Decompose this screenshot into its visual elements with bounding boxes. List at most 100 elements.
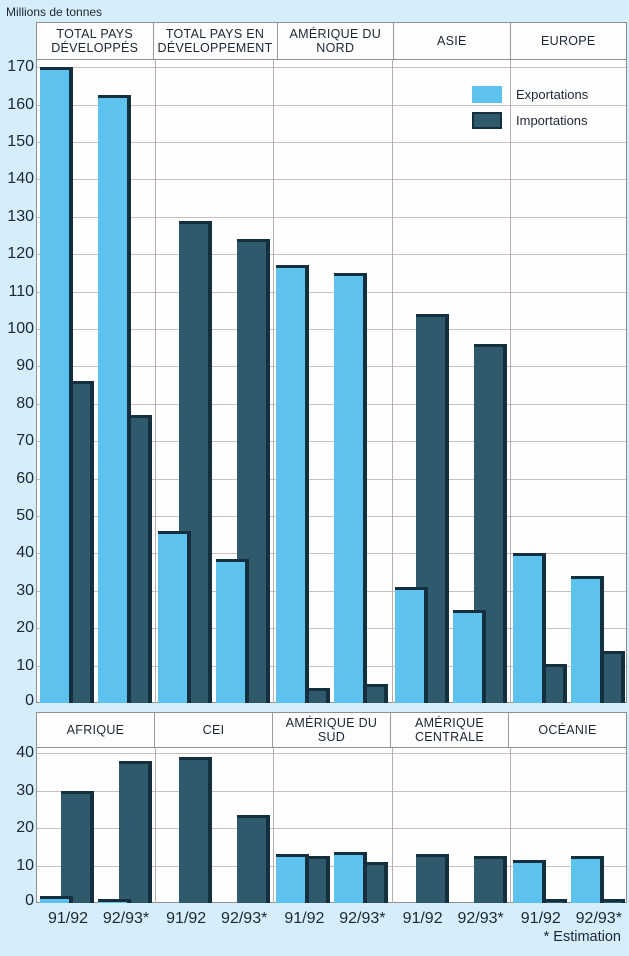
export-bar xyxy=(570,575,604,703)
x-axis-year-label: 92/93* xyxy=(102,910,150,927)
chart-title: Millions de tonnes xyxy=(6,5,103,19)
gridline xyxy=(37,865,626,867)
x-axis-year-label: 92/93* xyxy=(221,910,268,927)
gridline xyxy=(37,753,626,754)
legend: Exportations Importations xyxy=(472,86,588,138)
export-bar xyxy=(276,854,310,903)
gridline xyxy=(37,478,626,480)
column-divider xyxy=(273,748,275,903)
export-bar xyxy=(452,609,486,703)
x-axis-year-label: 91/92 xyxy=(47,910,89,927)
gridline xyxy=(37,366,626,368)
y-tick-label: 110 xyxy=(8,282,34,300)
column-divider xyxy=(391,748,393,903)
y-tick-label: 40 xyxy=(16,544,34,562)
column-header: AMÉRIQUE DU NORD xyxy=(278,23,395,59)
gridline xyxy=(37,104,626,106)
legend-importations-label: Importations xyxy=(516,113,588,128)
y-tick-label: 0 xyxy=(25,692,34,709)
export-bar xyxy=(394,587,428,703)
x-axis-year-label: 91/92 xyxy=(520,910,561,927)
legend-exportations: Exportations xyxy=(472,86,588,103)
column-header: TOTAL PAYS DÉVELOPPÉS xyxy=(37,23,154,59)
import-bar xyxy=(119,760,152,903)
y-tick-label: 140 xyxy=(7,170,34,188)
import-bar xyxy=(179,756,213,903)
column-header: ASIE xyxy=(394,23,511,59)
bottom-panel-header-row: AFRIQUE CEI AMÉRIQUE DU SUD AMÉRIQUE CENTRA… xyxy=(36,712,627,748)
y-tick-label: 50 xyxy=(16,507,34,524)
y-tick-label: 40 xyxy=(16,744,34,761)
gridline xyxy=(37,291,626,293)
gridline xyxy=(37,590,626,592)
gridline xyxy=(37,403,626,405)
top-panel-header-row: TOTAL PAYS DÉVELOPPÉS TOTAL PAYS EN DÉVEL… xyxy=(36,22,627,60)
import-bar xyxy=(533,899,567,903)
gridline xyxy=(37,790,626,792)
import-bar xyxy=(591,899,625,903)
y-tick-label: 60 xyxy=(16,469,34,487)
import-bar xyxy=(473,856,507,903)
export-bar xyxy=(40,895,73,903)
export-bar xyxy=(334,272,368,703)
y-tick-label: 90 xyxy=(16,357,34,375)
y-tick-label: 160 xyxy=(7,95,34,113)
column-header: AMÉRIQUE DU SUD xyxy=(273,713,391,747)
column-header: OCÉANIE xyxy=(538,722,597,737)
y-tick-label: 120 xyxy=(7,245,34,263)
x-axis-year-label: 92/93* xyxy=(575,910,622,927)
export-bar xyxy=(512,553,546,703)
gridline xyxy=(37,329,626,330)
gridline xyxy=(37,67,626,69)
column-divider xyxy=(155,748,157,903)
y-tick-label: 10 xyxy=(16,656,34,674)
column-divider xyxy=(155,60,157,703)
gridline xyxy=(37,441,626,443)
gridline xyxy=(37,828,626,829)
export-bar xyxy=(512,859,546,903)
exportations-swatch-icon xyxy=(472,86,502,103)
export-bar xyxy=(158,530,192,703)
y-tick-label: 80 xyxy=(16,394,34,412)
gridline xyxy=(37,553,626,555)
x-axis-year-label: 92/93* xyxy=(339,910,386,927)
x-axis-year-label: 92/93* xyxy=(457,910,504,927)
import-bar xyxy=(61,790,94,903)
y-tick-label: 30 xyxy=(16,581,34,599)
column-divider xyxy=(509,60,511,703)
column-divider xyxy=(273,60,275,703)
y-tick-label: 70 xyxy=(16,432,34,450)
column-header: CEI xyxy=(155,713,273,747)
export-bar xyxy=(98,899,131,903)
export-bar xyxy=(276,265,310,703)
column-header: AFRIQUE xyxy=(37,713,155,747)
column-divider xyxy=(391,60,393,703)
gridline xyxy=(37,516,626,517)
y-tick-label: 10 xyxy=(16,856,34,874)
gridline xyxy=(37,665,626,667)
import-bar xyxy=(237,814,271,903)
y-tick-label: 100 xyxy=(7,320,34,337)
export-bar xyxy=(570,856,604,903)
column-header: TOTAL PAYS EN DÉVELOPPEMENT xyxy=(154,23,278,59)
y-tick-label: 170 xyxy=(7,58,34,76)
y-tick-label: 0 xyxy=(25,892,34,909)
y-tick-label: 30 xyxy=(16,781,34,799)
x-axis-year-label: 91/92 xyxy=(284,910,325,927)
y-tick-label: 150 xyxy=(7,133,34,150)
column-header: AMÉRIQUE CENTRALE xyxy=(391,713,509,747)
legend-exportations-label: Exportations xyxy=(516,87,589,102)
y-tick-label: 20 xyxy=(16,819,34,836)
legend-importations: Importations xyxy=(472,112,588,129)
import-bar xyxy=(415,854,449,903)
top-panel-plot xyxy=(36,60,627,703)
y-tick-label: 130 xyxy=(7,207,34,225)
export-bar xyxy=(334,852,368,903)
gridline xyxy=(37,216,626,218)
x-axis-year-label: 91/92 xyxy=(402,910,443,927)
export-bar xyxy=(98,95,131,703)
bottom-panel-plot xyxy=(36,748,627,903)
column-header: EUROPE xyxy=(540,33,596,48)
y-tick-label: 20 xyxy=(16,619,34,637)
export-bar xyxy=(40,67,73,703)
